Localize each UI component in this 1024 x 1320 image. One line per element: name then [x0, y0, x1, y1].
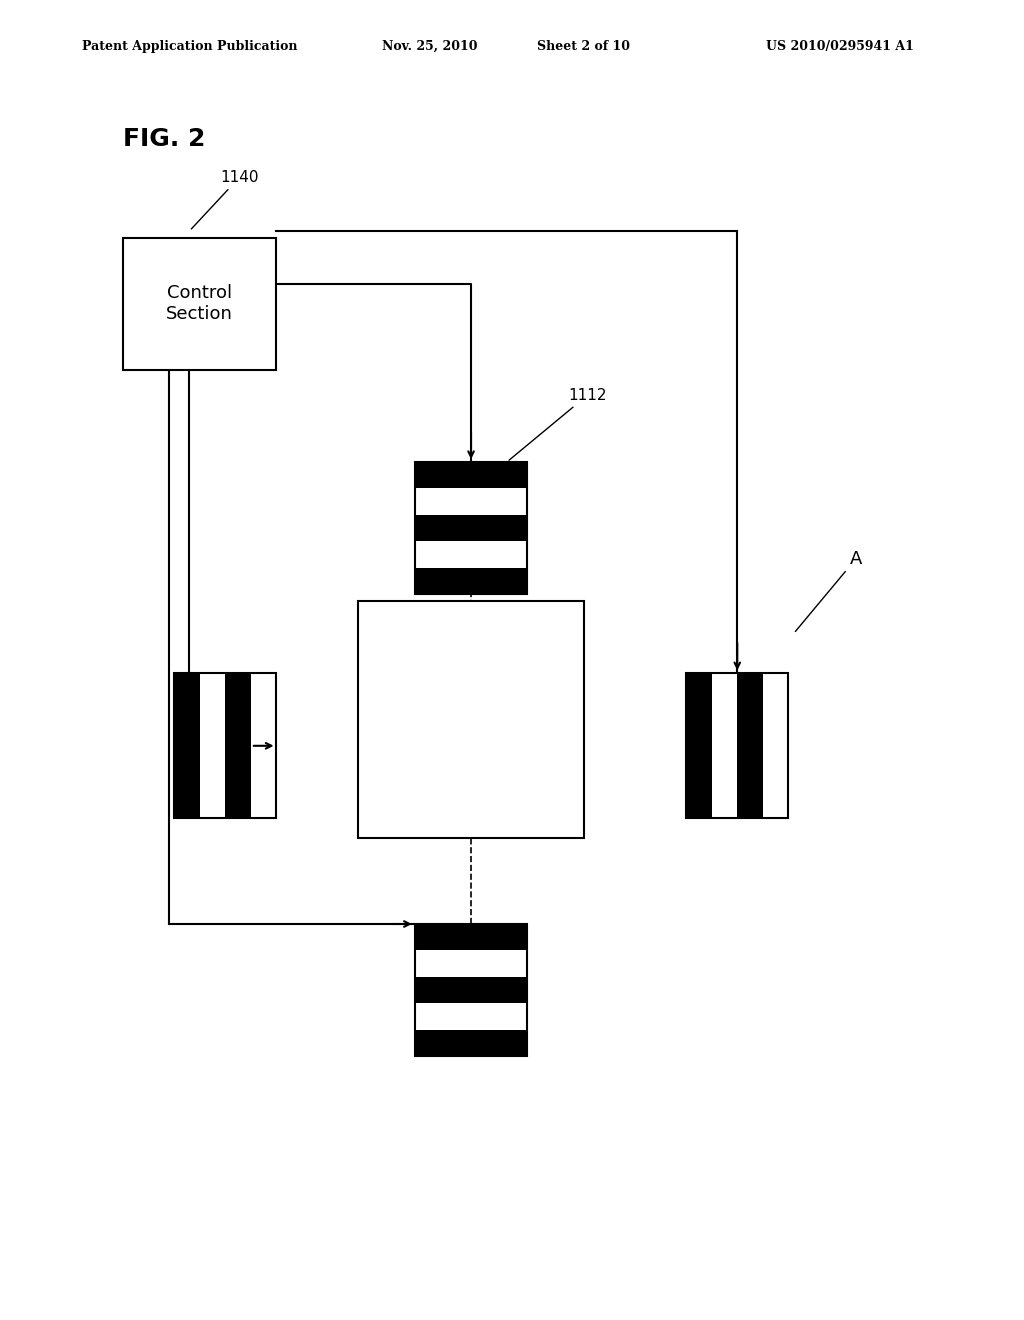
Text: 1112: 1112	[509, 388, 607, 461]
FancyBboxPatch shape	[415, 568, 527, 594]
FancyBboxPatch shape	[123, 238, 276, 370]
FancyBboxPatch shape	[415, 950, 527, 977]
FancyBboxPatch shape	[686, 673, 712, 818]
FancyBboxPatch shape	[737, 673, 763, 818]
FancyBboxPatch shape	[415, 488, 527, 515]
FancyBboxPatch shape	[251, 673, 276, 818]
Text: FIG. 2: FIG. 2	[123, 127, 205, 150]
FancyBboxPatch shape	[763, 673, 788, 818]
FancyBboxPatch shape	[415, 924, 527, 950]
FancyBboxPatch shape	[415, 541, 527, 568]
FancyBboxPatch shape	[174, 673, 200, 818]
Text: Nov. 25, 2010: Nov. 25, 2010	[382, 40, 478, 53]
FancyBboxPatch shape	[225, 673, 251, 818]
FancyBboxPatch shape	[712, 673, 737, 818]
Text: A: A	[796, 549, 862, 631]
FancyBboxPatch shape	[358, 601, 584, 838]
Text: Sheet 2 of 10: Sheet 2 of 10	[538, 40, 630, 53]
Text: US 2010/0295941 A1: US 2010/0295941 A1	[766, 40, 913, 53]
FancyBboxPatch shape	[415, 462, 527, 488]
FancyBboxPatch shape	[415, 1003, 527, 1030]
FancyBboxPatch shape	[415, 977, 527, 1003]
FancyBboxPatch shape	[200, 673, 225, 818]
FancyBboxPatch shape	[415, 515, 527, 541]
FancyBboxPatch shape	[415, 1030, 527, 1056]
Text: Control
Section: Control Section	[166, 284, 233, 323]
Text: 1140: 1140	[191, 170, 259, 228]
Text: Patent Application Publication: Patent Application Publication	[82, 40, 297, 53]
